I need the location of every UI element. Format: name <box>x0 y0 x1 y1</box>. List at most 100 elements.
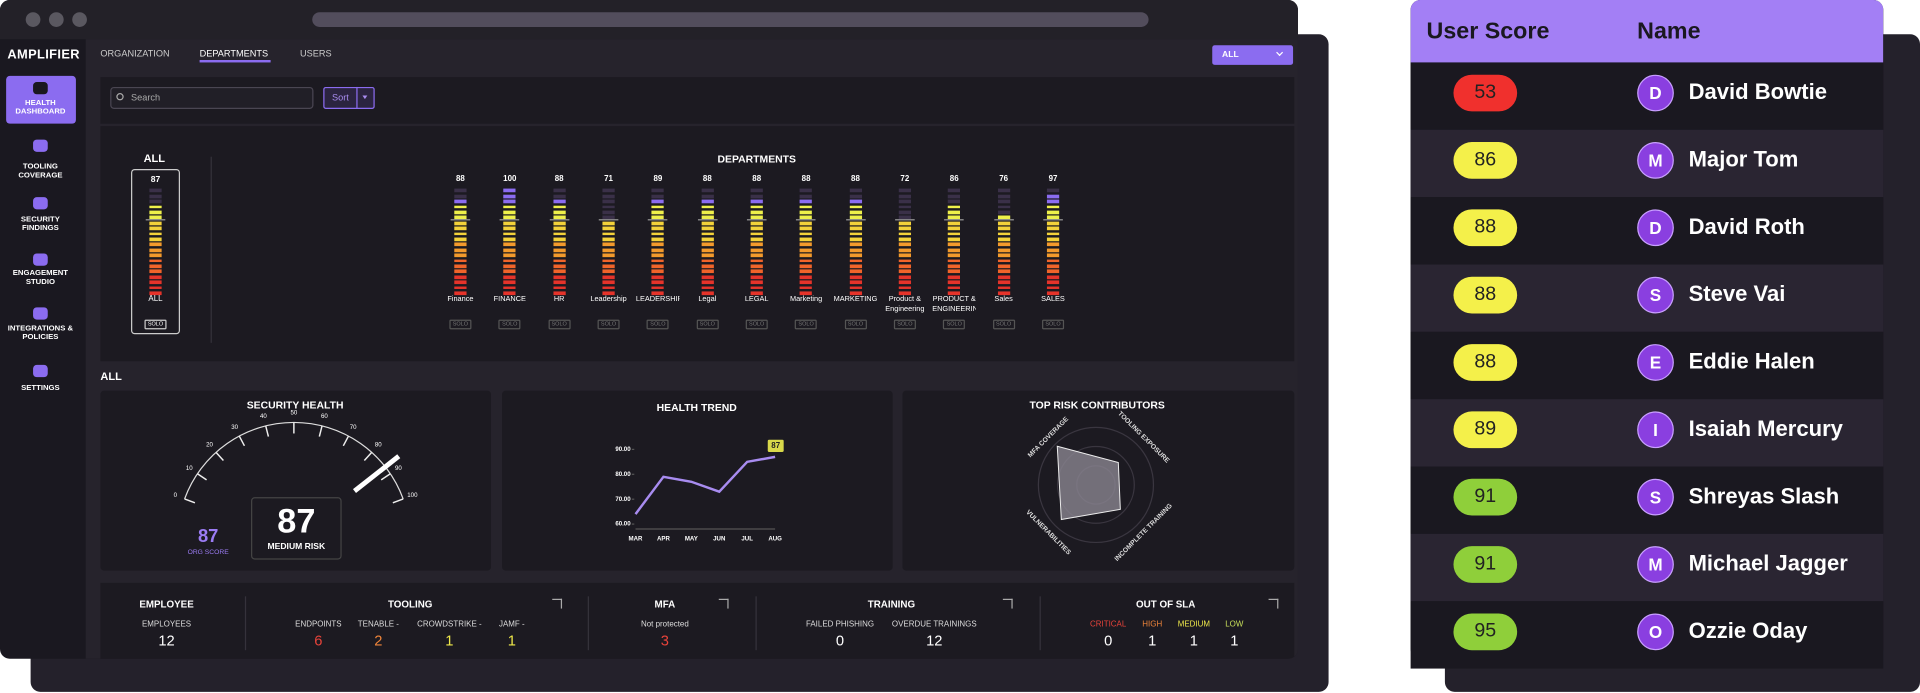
solo-label: SOLO <box>749 320 765 327</box>
meter-segment <box>1046 215 1060 220</box>
search-input[interactable] <box>110 86 314 109</box>
avatar: O <box>1637 613 1674 651</box>
solo-button[interactable] <box>992 319 1015 330</box>
meter-segment <box>602 242 615 247</box>
solo-button[interactable] <box>943 319 966 330</box>
meter-segment <box>997 291 1010 295</box>
meter-segment <box>651 226 665 231</box>
nav-icon <box>33 197 48 210</box>
meter-segment <box>799 280 813 285</box>
meter-segment <box>948 280 961 285</box>
user-name: David Bowtie <box>1688 79 1827 105</box>
nav-item[interactable]: INTEGRATIONS & POLICIES <box>7 324 74 342</box>
meter-segment <box>651 232 665 236</box>
solo-button[interactable] <box>449 319 472 330</box>
meter-segment <box>454 242 467 247</box>
overview-title: ALL <box>143 152 166 165</box>
meter-segment <box>948 275 961 279</box>
filter-box[interactable] <box>1212 45 1294 65</box>
meter-threshold <box>145 219 166 221</box>
meter-segment <box>997 226 1010 231</box>
meter-segment <box>898 269 911 274</box>
meter-segment <box>898 232 911 236</box>
meter-segment <box>997 221 1010 225</box>
meter-segment <box>997 253 1010 258</box>
department-score: 88 <box>455 174 465 184</box>
metric-label: JAMF - <box>499 620 525 630</box>
meter-segment <box>1046 242 1060 247</box>
meter-track <box>602 215 615 220</box>
expand-icon[interactable] <box>1268 598 1279 609</box>
solo-button[interactable] <box>548 319 571 330</box>
solo-button[interactable] <box>1041 319 1065 330</box>
meter-segment <box>454 259 467 263</box>
expand-icon[interactable] <box>552 598 563 609</box>
user-name: Isaiah Mercury <box>1688 416 1843 441</box>
nav-item[interactable]: TOOLING COVERAGE <box>18 162 63 181</box>
meter-segment <box>799 286 813 290</box>
sort-caret <box>362 95 368 100</box>
health-score: 87 <box>277 502 316 541</box>
window-dot <box>48 12 64 27</box>
solo-button[interactable] <box>498 319 521 330</box>
meter-segment <box>750 210 763 215</box>
meter-segment <box>553 291 566 295</box>
overview-label: ALL <box>148 294 163 304</box>
solo-button[interactable] <box>893 319 916 330</box>
solo-button[interactable] <box>597 319 620 330</box>
gauge-tick-label: 90 <box>395 465 402 472</box>
meter-track <box>898 215 911 220</box>
meter-track <box>948 194 961 198</box>
nav-icon <box>33 139 48 152</box>
tab[interactable]: USERS <box>300 48 332 60</box>
meter-segment <box>948 253 961 258</box>
meter-segment <box>849 280 862 285</box>
meter-segment <box>503 189 516 193</box>
overview-box <box>131 168 181 335</box>
meter-segment <box>849 205 862 209</box>
solo-button[interactable] <box>795 319 818 330</box>
tab[interactable]: ORGANIZATION <box>100 48 170 60</box>
card-title: SECURITY HEALTH <box>246 398 344 412</box>
meter-segment <box>849 210 862 215</box>
filter-value: ALL <box>1222 50 1239 60</box>
meter-segment <box>602 269 615 274</box>
solo-button[interactable] <box>144 319 167 330</box>
meter-segment <box>750 237 763 241</box>
expand-icon[interactable] <box>1002 598 1013 609</box>
meter-segment <box>997 232 1010 236</box>
avatar: S <box>1637 478 1674 516</box>
meter-segment <box>1046 275 1060 279</box>
solo-button[interactable] <box>844 319 867 330</box>
score-pill: 91 <box>1453 546 1518 583</box>
meter-segment <box>898 275 911 279</box>
meter-segment <box>948 264 961 268</box>
sort-button[interactable] <box>323 86 375 109</box>
solo-button[interactable] <box>646 319 669 330</box>
score-pill: 88 <box>1453 276 1518 314</box>
avatar: D <box>1637 209 1674 247</box>
meter-track <box>454 189 467 193</box>
nav-item[interactable]: SECURITY FINDINGS <box>20 215 60 233</box>
gauge-tick <box>380 473 391 481</box>
expand-icon[interactable] <box>718 598 729 609</box>
meter-segment <box>701 264 714 268</box>
nav-item[interactable]: HEALTH DASHBOARD <box>15 98 66 117</box>
nav-item[interactable]: SETTINGS <box>21 383 60 393</box>
meter-segment <box>503 286 516 290</box>
solo-label: SOLO <box>699 320 715 327</box>
meter-track <box>898 189 911 193</box>
solo-button[interactable] <box>745 319 768 330</box>
meter-segment <box>503 269 516 274</box>
meter-segment <box>503 259 516 263</box>
gauge-tick <box>363 451 373 462</box>
meter-segment <box>849 264 862 268</box>
radar-axis-label: INCOMPLETE TRAINING <box>1114 503 1174 563</box>
meter-track <box>997 210 1010 215</box>
tab[interactable]: DEPARTMENTS <box>199 48 269 60</box>
meter-segment <box>454 232 467 236</box>
search-icon <box>116 93 124 101</box>
solo-button[interactable] <box>696 319 719 330</box>
meter-segment <box>553 242 566 247</box>
nav-item[interactable]: ENGAGEMENT STUDIO <box>12 269 69 287</box>
